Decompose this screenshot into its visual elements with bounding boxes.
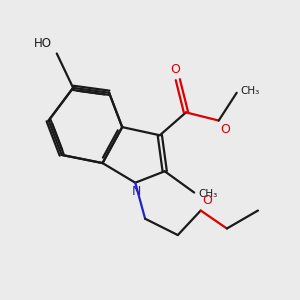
Text: HO: HO: [34, 37, 52, 50]
Text: CH₃: CH₃: [241, 86, 260, 96]
Text: O: O: [170, 63, 180, 76]
Text: O: O: [202, 194, 212, 207]
Text: O: O: [220, 123, 230, 136]
Text: CH₃: CH₃: [198, 189, 217, 199]
Text: N: N: [132, 185, 142, 198]
